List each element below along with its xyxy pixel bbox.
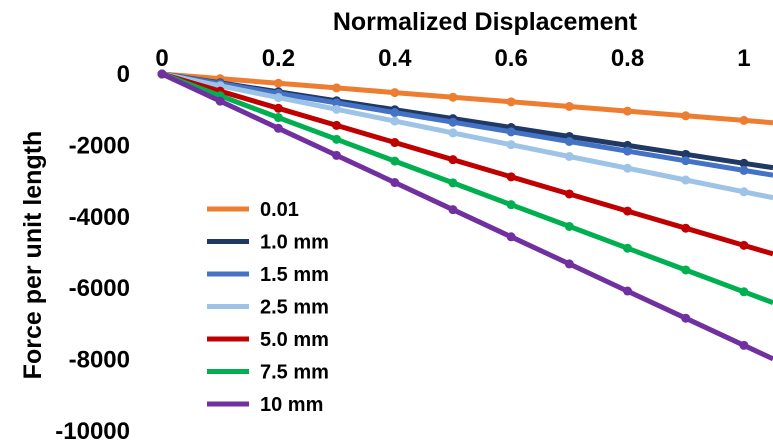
- y-axis-ticks: 0 -2000 -4000 -6000 -8000 -10000: [55, 61, 130, 441]
- data-point: [273, 123, 283, 133]
- data-point: [506, 140, 516, 150]
- data-point: [564, 221, 574, 231]
- data-point: [681, 111, 691, 121]
- legend-label: 10 mm: [260, 394, 323, 416]
- data-point: [273, 113, 283, 123]
- data-point: [390, 108, 400, 118]
- data-point: [448, 205, 458, 215]
- data-point: [448, 128, 458, 138]
- data-point: [681, 149, 691, 159]
- x-tick-label: 0.4: [378, 45, 412, 72]
- data-point: [448, 178, 458, 188]
- data-point: [506, 232, 516, 242]
- data-point: [564, 259, 574, 269]
- data-point: [623, 243, 633, 253]
- plot-area: [157, 69, 773, 362]
- data-point: [273, 103, 283, 113]
- x-tick-label: 1: [737, 45, 750, 72]
- x-axis-ticks: 0 0.2 0.4 0.6 0.8 1: [155, 45, 750, 72]
- x-tick-label: 0.6: [494, 45, 527, 72]
- data-point: [564, 101, 574, 111]
- data-point: [273, 78, 283, 88]
- data-point: [623, 106, 633, 116]
- legend-label: 1.5 mm: [260, 264, 329, 286]
- y-axis-title: Force per unit length: [19, 131, 47, 380]
- data-point: [506, 200, 516, 210]
- data-point: [390, 88, 400, 98]
- data-point: [623, 163, 633, 173]
- legend-label: 5.0 mm: [260, 329, 329, 351]
- data-point: [739, 158, 749, 168]
- data-point: [332, 104, 342, 114]
- series-line: [161, 71, 773, 126]
- data-point: [390, 178, 400, 188]
- y-tick-label: -8000: [69, 347, 130, 374]
- data-point: [332, 98, 342, 108]
- y-tick-label: -2000: [69, 132, 130, 159]
- data-point: [564, 136, 574, 146]
- data-point: [681, 156, 691, 166]
- data-point: [215, 96, 225, 106]
- data-point: [623, 206, 633, 216]
- data-point: [623, 146, 633, 156]
- legend: 0.01 1.0 mm 1.5 mm 2.5 mm 5.0 mm 7.5 mm 10 mm: [207, 199, 329, 416]
- data-point: [332, 120, 342, 130]
- data-point: [506, 127, 516, 137]
- x-tick-label: 0.2: [262, 45, 295, 72]
- data-point: [273, 93, 283, 103]
- data-point: [332, 134, 342, 144]
- series-line: [161, 71, 773, 178]
- y-tick-label: -6000: [69, 275, 130, 302]
- data-point: [681, 265, 691, 275]
- data-point: [564, 151, 574, 161]
- y-tick-label: 0: [117, 61, 130, 88]
- data-point: [681, 223, 691, 233]
- x-tick-label: 0.8: [611, 45, 644, 72]
- y-tick-label: -10000: [55, 418, 130, 441]
- data-point: [390, 116, 400, 126]
- data-point: [448, 155, 458, 165]
- series-line: [161, 71, 773, 306]
- data-point: [506, 172, 516, 182]
- x-axis-title: Normalized Displacement: [333, 8, 638, 36]
- series-line: [161, 71, 773, 257]
- data-point: [681, 313, 691, 323]
- series-line: [161, 71, 773, 201]
- y-tick-label: -4000: [69, 204, 130, 231]
- data-point: [681, 175, 691, 185]
- data-point: [739, 287, 749, 297]
- data-point: [739, 340, 749, 350]
- data-point: [564, 189, 574, 199]
- data-point: [739, 115, 749, 125]
- data-point: [448, 92, 458, 102]
- data-point: [332, 83, 342, 93]
- legend-label: 2.5 mm: [260, 297, 329, 319]
- data-point: [390, 156, 400, 166]
- data-point: [332, 150, 342, 160]
- data-point: [623, 286, 633, 296]
- data-point: [390, 138, 400, 148]
- data-point: [448, 117, 458, 127]
- data-point: [739, 165, 749, 175]
- x-tick-label: 0: [155, 45, 168, 72]
- legend-label: 1.0 mm: [260, 232, 329, 254]
- legend-label: 7.5 mm: [260, 362, 329, 384]
- data-point: [506, 97, 516, 107]
- data-point: [739, 187, 749, 197]
- data-point: [739, 240, 749, 250]
- series-line: [160, 71, 773, 362]
- data-point: [157, 69, 167, 79]
- legend-label: 0.01: [260, 199, 299, 221]
